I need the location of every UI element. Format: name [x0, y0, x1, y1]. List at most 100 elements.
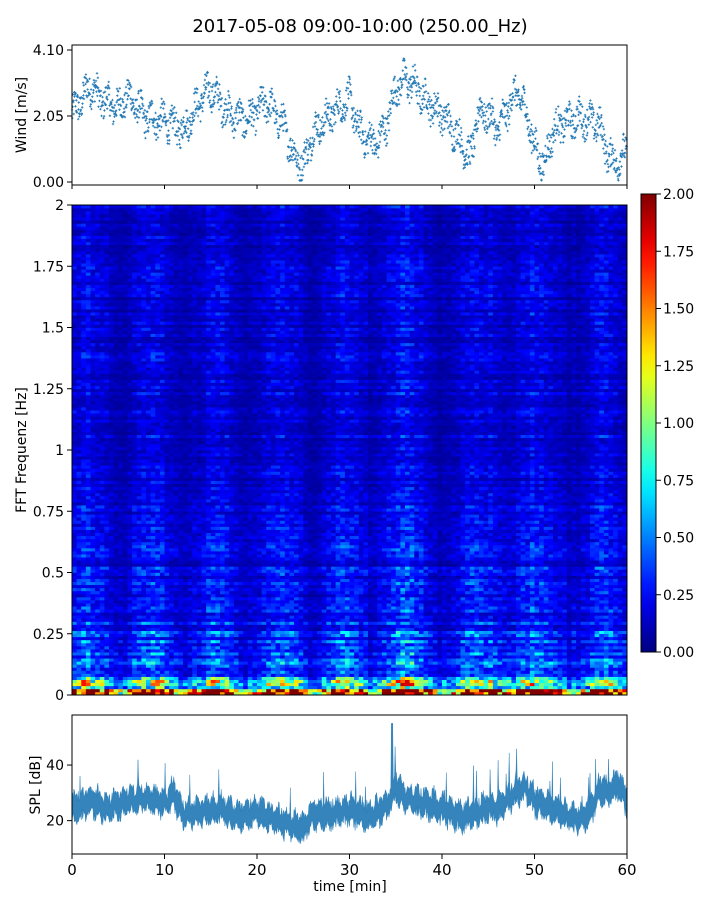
spectrogram-cell [275, 670, 281, 674]
spectrogram-cell [169, 642, 175, 647]
spectrogram-cell [543, 679, 549, 684]
spectrogram-cell [492, 639, 498, 644]
spectrogram-cell [368, 615, 373, 619]
spectrogram-cell [580, 624, 586, 628]
spectrogram-cell [331, 670, 336, 674]
spectrogram-cell [146, 676, 151, 680]
wind-point [96, 94, 99, 98]
spectrogram-cell [580, 618, 586, 622]
spectrogram-cell [548, 655, 554, 659]
wind-point [122, 101, 125, 104]
spectrogram-cell [460, 642, 466, 647]
spectrogram-cell [571, 673, 577, 677]
spectrogram-cell [520, 676, 526, 680]
spectrogram-cell [90, 688, 96, 693]
spectrogram-cell [349, 618, 355, 622]
wind-point [111, 98, 114, 102]
spectrogram-cell [159, 667, 165, 671]
figure-title: 2017-05-08 09:00-10:00 (250.00_Hz) [192, 16, 527, 37]
spectrogram-cell [520, 679, 526, 684]
spectrogram-cell [196, 615, 202, 619]
spectrogram-cell [455, 615, 461, 619]
spectrogram-cell [90, 642, 96, 647]
spectrogram-cell [548, 661, 554, 665]
spectrogram-cell [354, 685, 360, 690]
wind-point [141, 102, 144, 106]
spectrogram-cell [562, 649, 568, 653]
spectrogram-cell [173, 652, 179, 656]
spectrogram-cell [418, 679, 424, 684]
spectrogram-cell [127, 639, 133, 644]
spectrogram-cell [414, 639, 420, 644]
spectrogram-cell [442, 649, 447, 653]
spectrogram-cell [90, 646, 96, 650]
spectrogram-cell [118, 664, 124, 668]
spectrogram-cell [511, 636, 517, 641]
spectrogram-cell [289, 642, 295, 647]
spectrogram-cell [90, 652, 96, 656]
spectrogram-cell [183, 630, 188, 635]
spectrogram-cell [104, 630, 110, 635]
spectrogram-cell [229, 639, 235, 644]
wind-point [256, 117, 260, 120]
spectrogram-cell [243, 679, 249, 684]
spectrogram-cell [284, 615, 290, 619]
wind-point [231, 117, 235, 121]
spectrogram-cell [81, 685, 87, 690]
wind-point [234, 129, 237, 132]
spectrogram-cell [483, 652, 489, 656]
spectrogram-cell [381, 636, 387, 641]
spectrogram-cell [414, 652, 420, 656]
wind-point [202, 95, 205, 98]
spectrogram-cell [571, 633, 577, 638]
spectrogram-cell [580, 615, 586, 619]
spectrogram-cell [164, 612, 170, 616]
spectrogram-cell [257, 639, 262, 644]
spectrogram-cell [220, 639, 225, 644]
spectrogram-cell [566, 658, 572, 662]
spectrogram-cell [516, 615, 521, 619]
spectrogram-cell [377, 682, 383, 687]
spectrogram-cell [608, 627, 614, 631]
spectrogram-cell [76, 670, 82, 674]
spectrogram-cell [497, 688, 503, 693]
spectrogram-cell [312, 624, 318, 628]
spectrogram-cell [585, 624, 591, 628]
spectrogram-cell [275, 624, 281, 628]
spectrogram-cell [238, 630, 244, 635]
spectrogram-cell [224, 649, 230, 653]
spectrogram-cell [266, 642, 272, 647]
spectrogram-cell [284, 685, 290, 690]
spectrogram-cell [127, 630, 133, 635]
spectrogram-cell [155, 636, 161, 641]
spectrogram-cell [72, 655, 77, 659]
spectrogram-cell [488, 615, 494, 619]
spectrogram-cell [331, 633, 336, 638]
spectrogram-cell [187, 679, 193, 684]
spectrogram-cell [599, 679, 605, 684]
spectrogram-cell [483, 655, 489, 659]
spectrogram-cell [335, 688, 341, 693]
spectrogram-cell [580, 630, 586, 635]
spectrogram-cell [543, 685, 549, 690]
wind-point [257, 103, 260, 107]
spectrogram-cell [122, 621, 128, 625]
wind-point [258, 97, 261, 101]
wind-point [219, 92, 222, 96]
spectrogram-cell [164, 652, 170, 656]
spectrogram-cell [562, 627, 568, 631]
wind-point [160, 97, 163, 100]
spectrogram-cell [257, 612, 262, 616]
spectrogram-cell [585, 630, 591, 635]
spectrogram-cell [76, 655, 82, 659]
spectrogram-cell [594, 618, 600, 622]
spectrogram-cell [400, 673, 406, 677]
spectrogram-cell [150, 646, 156, 650]
spectrogram-cell [196, 618, 202, 622]
spectrogram-cell [483, 673, 489, 677]
spectrogram-cell [529, 636, 535, 641]
spectrogram-cell [386, 624, 392, 628]
spectrogram-cell [243, 615, 249, 619]
spectrogram-cell [321, 679, 327, 684]
spectrogram-cell [99, 642, 105, 647]
